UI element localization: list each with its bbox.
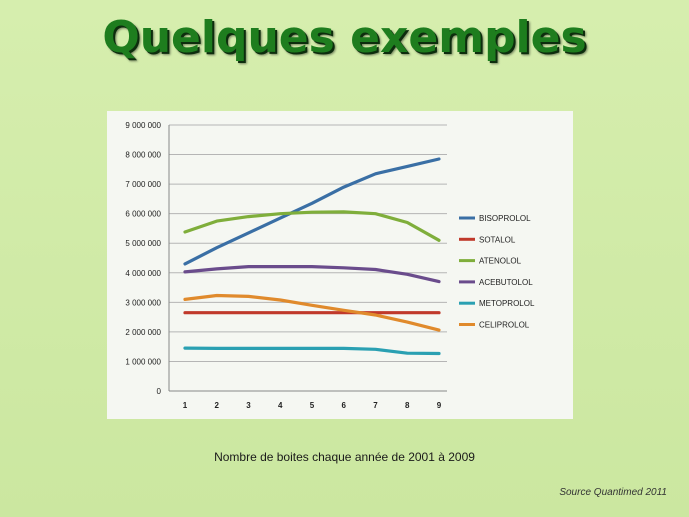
x-tick-label: 1 — [183, 401, 188, 410]
slide-title: Quelques exemples — [102, 12, 587, 63]
line-chart: 0 1 000 000 2 000 000 3 000 000 4 000 000 5 0… — [125, 121, 535, 410]
y-tick-label: 7 000 000 — [125, 180, 161, 189]
legend-label: BISOPROLOL — [479, 214, 531, 223]
series-line-acebutolol — [183, 265, 441, 284]
y-tick-label: 3 000 000 — [125, 298, 161, 307]
source-note: Source Quantimed 2011 — [559, 487, 667, 498]
series-line-metoprolol — [183, 346, 441, 356]
y-tick-label: 9 000 000 — [125, 121, 161, 130]
x-tick-label: 8 — [405, 401, 410, 410]
legend-label: ATENOLOL — [479, 257, 522, 266]
chart-panel: 0 1 000 000 2 000 000 3 000 000 4 000 000 5 0… — [107, 111, 573, 419]
legend-label: ACEBUTOLOL — [479, 278, 533, 287]
y-tick-label: 0 — [157, 387, 162, 396]
series-line-bisoprolol — [183, 157, 441, 266]
legend-label: CELIPROLOL — [479, 321, 530, 330]
legend-label: SOTALOL — [479, 235, 516, 244]
legend-label: METOPROLOL — [479, 299, 535, 308]
chart-caption: Nombre de boites chaque année de 2001 à … — [214, 450, 475, 464]
x-tick-label: 3 — [246, 401, 251, 410]
series-line-atenolol — [183, 210, 441, 242]
x-tick-label: 9 — [437, 401, 442, 410]
y-tick-label: 1 000 000 — [125, 357, 161, 366]
y-tick-label: 5 000 000 — [125, 239, 161, 248]
y-tick-label: 4 000 000 — [125, 269, 161, 278]
x-tick-label: 5 — [310, 401, 315, 410]
x-tick-label: 2 — [215, 401, 220, 410]
y-tick-label: 8 000 000 — [125, 151, 161, 160]
x-tick-label: 7 — [373, 401, 378, 410]
y-tick-label: 2 000 000 — [125, 328, 161, 337]
x-tick-label: 6 — [342, 401, 347, 410]
series-line-celiprolol — [183, 293, 441, 332]
y-tick-label: 6 000 000 — [125, 210, 161, 219]
x-tick-label: 4 — [278, 401, 283, 410]
